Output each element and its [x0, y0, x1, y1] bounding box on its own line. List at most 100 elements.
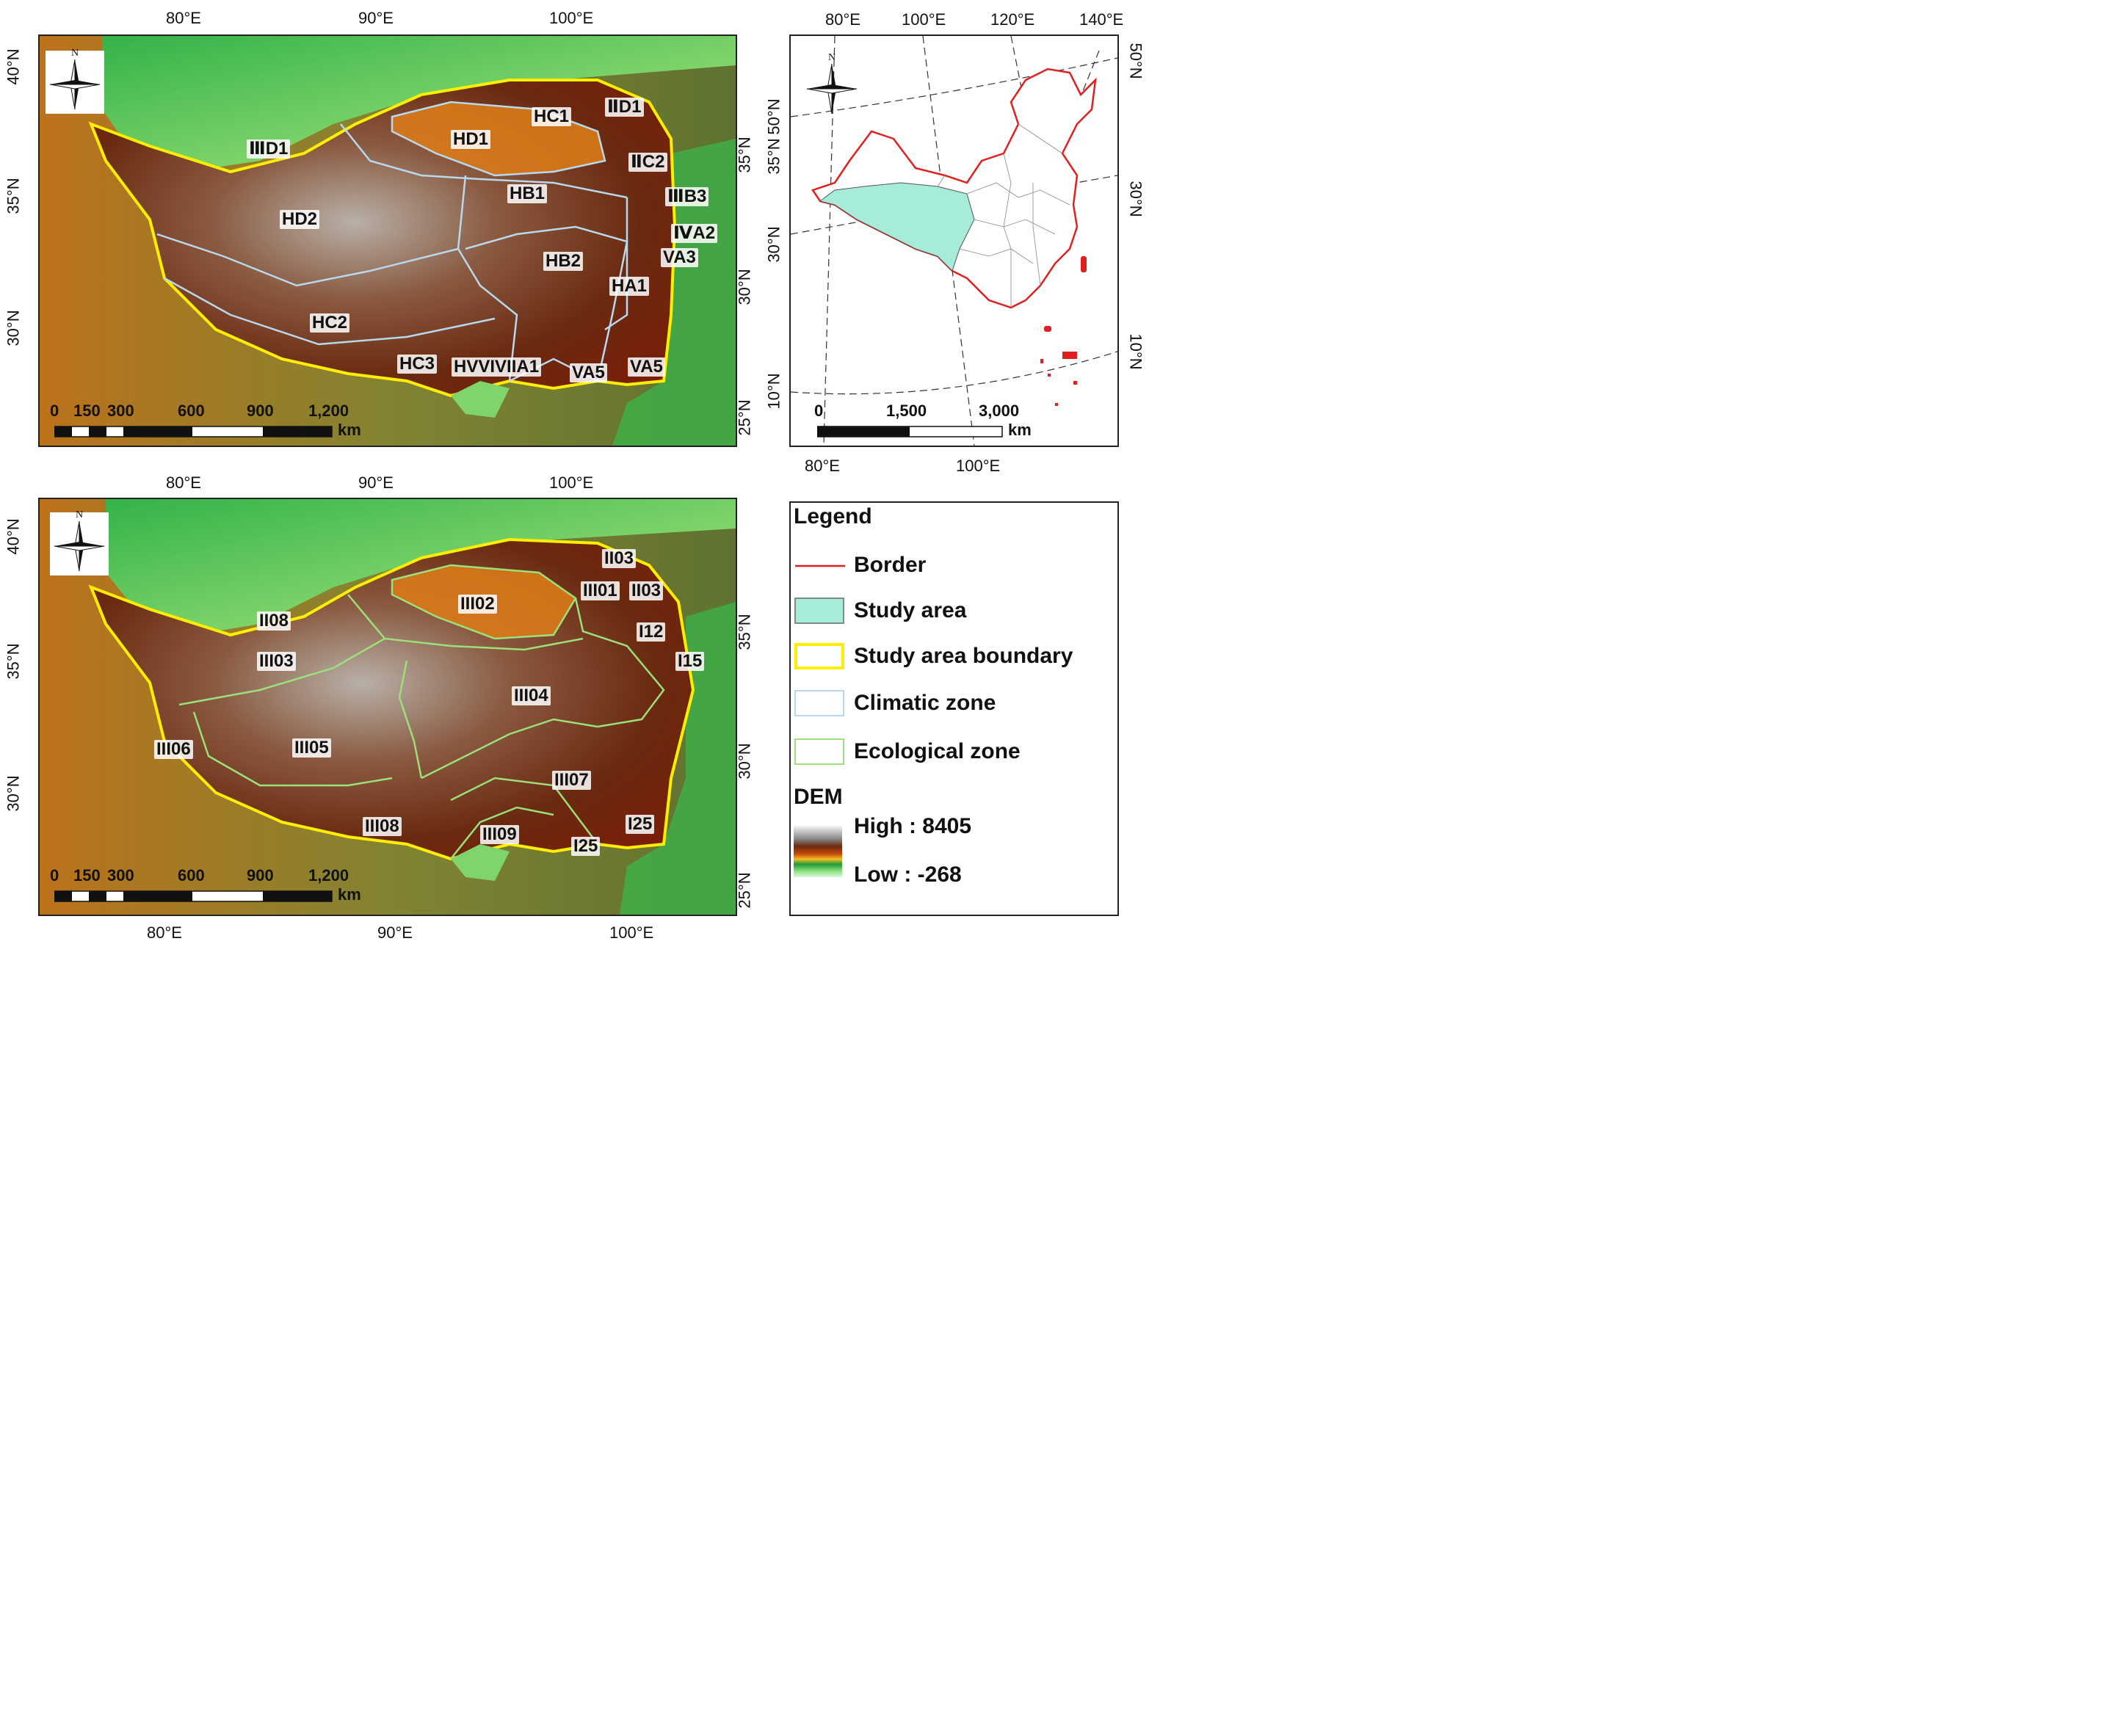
lat-tick-label: 10°N	[1126, 333, 1145, 370]
east-lowland	[612, 139, 736, 446]
lon-tick-label: 140°E	[1079, 10, 1124, 29]
lon-tick-label: 100°E	[549, 473, 594, 492]
lat-tick-label: 50°N	[764, 98, 783, 135]
north-label: N	[828, 52, 836, 63]
scale-unit: km	[1008, 421, 1032, 439]
lon-tick-label: 90°E	[358, 9, 394, 27]
zone-label: II03	[629, 581, 664, 600]
lat-tick-label: 35°N	[4, 643, 23, 680]
scale-unit: km	[338, 885, 361, 904]
lon-tick-label: 100°E	[902, 10, 946, 29]
scale-tick-label: 150	[73, 402, 101, 420]
scale-tick-label: 3,000	[979, 402, 1020, 420]
scale-bar-graphic	[54, 890, 333, 902]
zone-label: HB2	[543, 252, 584, 271]
study-area-fill-south	[451, 844, 510, 881]
study-area-swatch	[794, 598, 844, 624]
zone-label: III08	[363, 817, 402, 836]
tarim-basin	[102, 36, 736, 172]
lon-tick-label: 120°E	[990, 10, 1035, 29]
lat-tick-label: 25°N	[735, 399, 754, 436]
tarim-basin	[106, 499, 736, 635]
scale-tick-label: 900	[247, 402, 274, 420]
china-overview-map: N 0 1,500 3,000 km	[789, 34, 1119, 447]
legend-item-study-area-boundary: Study area boundary	[854, 644, 1073, 668]
scale-tick-label: 0	[50, 402, 59, 420]
study-area-boundary	[88, 79, 677, 398]
north-arrow: N	[802, 52, 861, 118]
zone-label: VA5	[628, 357, 665, 377]
scale-bar-graphic	[817, 426, 1003, 437]
climatic-zone-swatch	[794, 690, 844, 716]
zone-label: III04	[512, 686, 551, 705]
study-area-boundary-swatch	[794, 643, 844, 669]
scale-tick-label: 600	[178, 866, 205, 885]
zone-label: ⅢD1	[247, 139, 291, 159]
lon-tick-label: 80°E	[825, 10, 860, 29]
scale-tick-label: 300	[107, 866, 134, 885]
north-arrow: N	[50, 509, 109, 575]
ecological-zone-swatch	[794, 738, 844, 765]
zone-label: I25	[626, 815, 655, 834]
lat-tick-label: 35°N	[735, 137, 754, 173]
dem-color-ramp	[794, 826, 842, 877]
lat-tick-label: 25°N	[735, 872, 754, 909]
lat-tick-label: 30°N	[4, 310, 23, 346]
legend-item-border: Border	[854, 553, 927, 577]
zone-label: HC2	[310, 313, 350, 333]
lon-tick-label: 80°E	[147, 923, 182, 942]
lon-tick-label: 100°E	[609, 923, 654, 942]
zone-label: III06	[154, 740, 193, 759]
north-arrow-icon	[49, 59, 101, 110]
study-area-boundary	[88, 537, 695, 861]
zone-label: ⅡD1	[605, 98, 644, 117]
study-area-fill-south	[451, 381, 510, 418]
zone-label: III01	[581, 581, 620, 600]
scale-tick-label: 1,500	[886, 402, 927, 420]
lat-tick-label: 35°N	[735, 614, 754, 650]
border-swatch	[795, 564, 845, 567]
zone-label: HD2	[280, 210, 320, 229]
legend-panel: Legend Border Study area Study area boun…	[789, 501, 1119, 916]
lon-tick-label: 90°E	[358, 473, 394, 492]
zone-label: III03	[257, 652, 296, 671]
lat-tick-label: 10°N	[764, 373, 783, 410]
zone-label: ⅡC2	[628, 153, 667, 172]
zone-label: III02	[458, 595, 497, 614]
lat-tick-label: 30°N	[1126, 181, 1145, 217]
ecological-zone-map-canvas	[40, 499, 736, 915]
climatic-zone-lines	[156, 101, 628, 382]
zone-label: I25	[571, 837, 601, 856]
lon-tick-label: 90°E	[377, 923, 413, 942]
china-overview-map-canvas	[791, 36, 1117, 446]
dem-low-label: Low : -268	[854, 862, 962, 887]
scale-bar-graphic	[54, 426, 333, 437]
lon-tick-label: 80°E	[166, 473, 201, 492]
legend-title: Legend	[794, 504, 872, 529]
scale-tick-label: 600	[178, 402, 205, 420]
province-lines	[937, 123, 1070, 308]
ecological-zone-map: N II03 III01 II03 III02 II08 I12 III03 I…	[38, 498, 737, 916]
island-marks	[1040, 256, 1087, 406]
lat-tick-label: 30°N	[764, 226, 783, 263]
scale-tick-label: 150	[73, 866, 101, 885]
zone-label: II08	[257, 611, 291, 631]
zone-label: HC1	[532, 107, 572, 126]
climatic-zone-map: N HC1 ⅡD1 HD1 ⅢD1 ⅡC2 HB1 ⅢB3 HD2 ⅣA2 VA…	[38, 34, 737, 447]
zone-label: I15	[675, 652, 705, 671]
north-arrow-icon	[806, 63, 858, 115]
lat-tick-label: 30°N	[4, 775, 23, 812]
zone-label: III07	[552, 771, 591, 790]
zone-label: HC3	[397, 355, 438, 374]
scale-tick-label: 1,200	[308, 866, 349, 885]
lat-tick-label: 40°N	[4, 518, 23, 555]
zone-label: HD1	[451, 130, 491, 149]
lon-tick-label: 100°E	[956, 457, 1001, 475]
lat-tick-label: 30°N	[735, 743, 754, 780]
legend-item-climatic-zone: Climatic zone	[854, 691, 996, 715]
scale-tick-label: 900	[247, 866, 274, 885]
zone-label: II03	[602, 549, 637, 568]
zone-label: III09	[480, 825, 519, 844]
lat-tick-label: 50°N	[1126, 43, 1145, 79]
north-label: N	[76, 509, 84, 520]
